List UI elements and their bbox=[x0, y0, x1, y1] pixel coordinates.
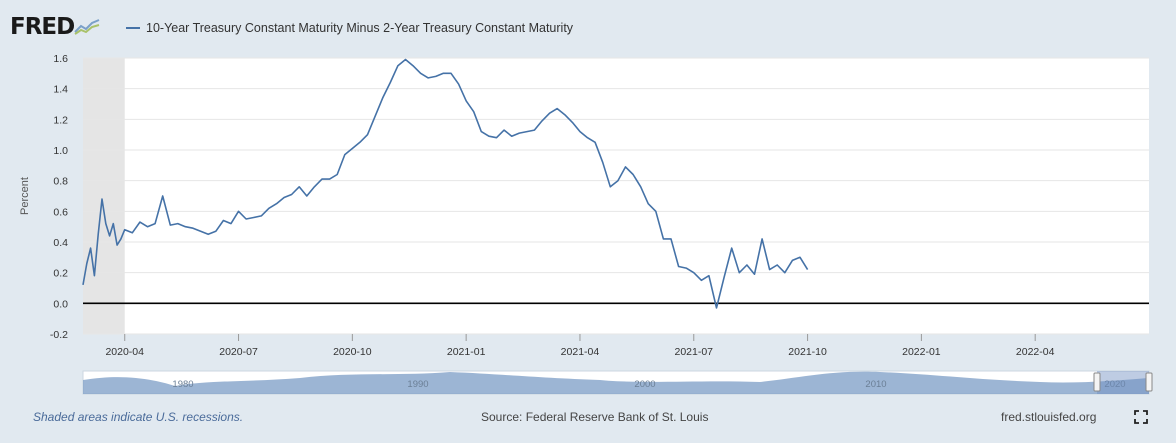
fullscreen-icon[interactable] bbox=[1133, 409, 1149, 425]
y-tick-label: 0.4 bbox=[53, 237, 68, 249]
y-tick-label: 0.0 bbox=[53, 298, 68, 310]
site-link[interactable]: fred.stlouisfed.org bbox=[1001, 410, 1097, 424]
x-axis-ticks: 2020-04 2020-07 2020-10 2021-01 2021-04 2021-… bbox=[105, 334, 1055, 358]
y-tick-label: 0.6 bbox=[53, 206, 68, 218]
x-tick-label: 2021-04 bbox=[561, 346, 600, 358]
x-tick-label: 2020-07 bbox=[219, 346, 258, 358]
y-tick-label: 1.2 bbox=[53, 114, 68, 126]
x-tick-label: 2020-10 bbox=[333, 346, 372, 358]
y-tick-label: 1.4 bbox=[53, 84, 68, 96]
x-tick-label: 2020-04 bbox=[105, 346, 144, 358]
navigator-series-area bbox=[83, 371, 1149, 394]
navigator-year-labels: 1980 1990 2000 2010 2020 bbox=[172, 379, 1125, 390]
navigator-year-label: 2020 bbox=[1104, 379, 1125, 390]
x-tick-label: 2021-10 bbox=[788, 346, 827, 358]
x-tick-label: 2022-04 bbox=[1016, 346, 1055, 358]
navigator-selection[interactable] bbox=[1097, 371, 1149, 394]
x-tick-label: 2022-01 bbox=[902, 346, 941, 358]
y-axis-label: Percent bbox=[19, 177, 31, 215]
x-tick-label: 2021-07 bbox=[674, 346, 713, 358]
chart-legend: 10-Year Treasury Constant Maturity Minus… bbox=[126, 21, 573, 35]
plot-background bbox=[83, 58, 1149, 334]
navigator-right-handle[interactable] bbox=[1145, 372, 1153, 392]
source-note: Source: Federal Reserve Bank of St. Loui… bbox=[481, 410, 709, 424]
y-tick-label: 0.8 bbox=[53, 176, 68, 188]
legend-label: 10-Year Treasury Constant Maturity Minus… bbox=[146, 21, 574, 35]
logo-text: FRED bbox=[10, 14, 75, 40]
navigator-year-label: 2010 bbox=[865, 379, 886, 390]
x-tick-label: 2021-01 bbox=[447, 346, 486, 358]
navigator-year-label: 2000 bbox=[634, 379, 655, 390]
y-tick-label: 1.0 bbox=[53, 145, 68, 157]
recession-shading bbox=[83, 58, 125, 334]
navigator-year-label: 1980 bbox=[172, 379, 193, 390]
y-tick-label: 0.2 bbox=[53, 268, 68, 280]
y-tick-label: 1.6 bbox=[53, 53, 68, 65]
range-navigator[interactable]: 1980 1990 2000 2010 2020 bbox=[82, 370, 1153, 395]
fred-chart-logo-icon bbox=[74, 19, 101, 35]
y-axis-ticks: -0.2 0.0 0.2 0.4 0.6 0.8 1.0 1.2 1.4 1.6 bbox=[50, 53, 68, 341]
fred-logo[interactable]: FRED bbox=[10, 14, 102, 40]
legend-swatch bbox=[126, 27, 140, 29]
y-tick-label: -0.2 bbox=[50, 329, 68, 341]
series-line bbox=[82, 58, 809, 309]
navigator-year-label: 1990 bbox=[407, 379, 428, 390]
recession-note: Shaded areas indicate U.S. recessions. bbox=[33, 410, 244, 424]
navigator-left-handle[interactable] bbox=[1093, 372, 1101, 392]
